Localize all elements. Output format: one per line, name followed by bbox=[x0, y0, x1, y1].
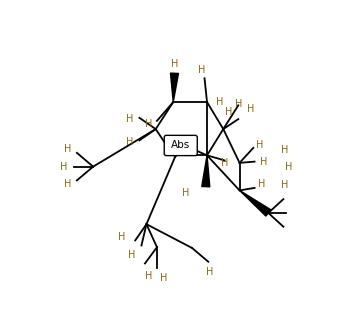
Text: H: H bbox=[182, 188, 189, 198]
Text: H: H bbox=[285, 162, 292, 172]
Text: H: H bbox=[145, 119, 152, 129]
Polygon shape bbox=[202, 155, 210, 187]
Text: H: H bbox=[221, 158, 228, 168]
Text: H: H bbox=[216, 97, 223, 107]
Text: H: H bbox=[160, 273, 168, 283]
Text: H: H bbox=[126, 136, 133, 147]
Text: H: H bbox=[260, 157, 267, 167]
Text: H: H bbox=[64, 144, 71, 154]
Text: H: H bbox=[247, 104, 254, 114]
Polygon shape bbox=[171, 73, 179, 102]
Polygon shape bbox=[239, 190, 271, 216]
Text: H: H bbox=[235, 99, 242, 109]
Text: H: H bbox=[256, 140, 263, 150]
Text: H: H bbox=[225, 107, 232, 117]
FancyBboxPatch shape bbox=[164, 135, 197, 156]
Text: H: H bbox=[206, 267, 213, 277]
Text: H: H bbox=[59, 162, 67, 172]
Text: H: H bbox=[118, 232, 126, 242]
Text: H: H bbox=[126, 114, 133, 124]
Text: H: H bbox=[128, 250, 136, 260]
Text: H: H bbox=[144, 271, 152, 281]
Text: H: H bbox=[171, 59, 178, 69]
Text: H: H bbox=[258, 179, 266, 189]
Text: H: H bbox=[198, 65, 205, 75]
Text: Abs: Abs bbox=[171, 140, 190, 150]
Text: H: H bbox=[64, 179, 71, 189]
Text: H: H bbox=[281, 145, 288, 155]
Text: H: H bbox=[281, 180, 288, 190]
